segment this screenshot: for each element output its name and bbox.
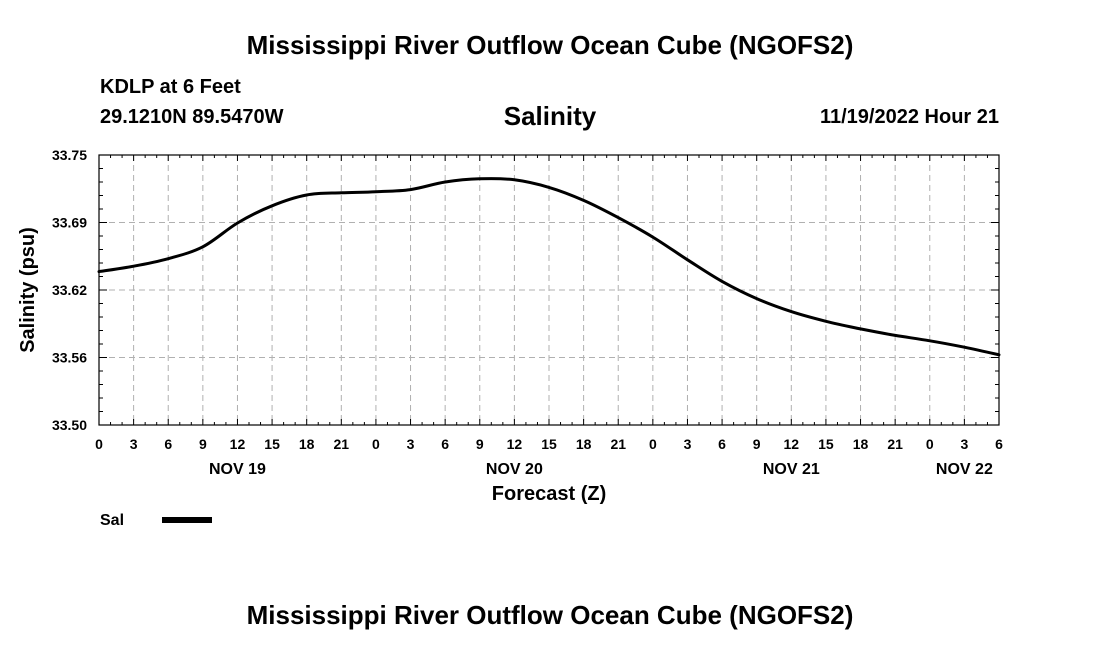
x-tick-label: 21 [887,436,903,452]
x-date-label: NOV 21 [763,461,820,478]
x-tick-label: 0 [926,436,934,452]
y-axis-title: Salinity (psu) [17,227,39,353]
forecast-issue-time: 11/19/2022 Hour 21 [819,106,999,128]
x-tick-label: 6 [441,436,449,452]
x-tick-label: 3 [960,436,968,452]
station-coordinates: 29.1210N 89.5470W [100,106,284,128]
x-date-label: NOV 20 [486,461,543,478]
x-tick-label: 21 [610,436,626,452]
y-tick-label: 33.56 [52,350,87,366]
bottom-title: Mississippi River Outflow Ocean Cube (NG… [246,600,854,630]
salinity-series-line [97,177,1001,357]
x-tick-label: 18 [299,436,315,452]
legend-label: Sal [100,512,124,529]
x-tick-label: 6 [718,436,726,452]
y-tick-label: 33.75 [52,147,87,163]
x-axis-title: Forecast (Z) [492,483,606,505]
x-tick-label: 12 [784,436,800,452]
x-tick-label: 12 [507,436,523,452]
x-tick-label: 0 [649,436,657,452]
chart-title: Salinity [503,101,597,131]
x-tick-label: 3 [684,436,692,452]
x-tick-label: 0 [372,436,380,452]
axis-ticks [98,154,1000,426]
x-tick-label: 15 [818,436,834,452]
x-date-label: NOV 19 [209,461,266,478]
x-tick-label: 0 [95,436,103,452]
x-tick-label: 15 [264,436,280,452]
station-name: KDLP at 6 Feet [100,76,241,98]
axis-labels: 0 3 6 9 12 15 18 21 0 3 6 9 12 15 18 21 0 3 6 9 12 15 18 21 0 3 6N… [52,147,1003,478]
x-tick-label: 9 [753,436,761,452]
x-tick-label: 21 [334,436,350,452]
y-tick-label: 33.62 [52,282,87,298]
x-tick-label: 15 [541,436,557,452]
x-tick-label: 6 [164,436,172,452]
x-tick-label: 9 [199,436,207,452]
grid-lines [99,155,999,425]
x-tick-label: 12 [230,436,246,452]
main-title: Mississippi River Outflow Ocean Cube (NG… [246,30,854,60]
x-tick-label: 6 [995,436,1003,452]
x-tick-label: 3 [130,436,138,452]
x-tick-label: 18 [853,436,869,452]
y-tick-label: 33.69 [52,215,87,231]
x-tick-label: 9 [476,436,484,452]
x-date-label: NOV 22 [936,461,993,478]
x-tick-label: 3 [407,436,415,452]
x-tick-label: 18 [576,436,592,452]
y-tick-label: 33.50 [52,417,87,433]
